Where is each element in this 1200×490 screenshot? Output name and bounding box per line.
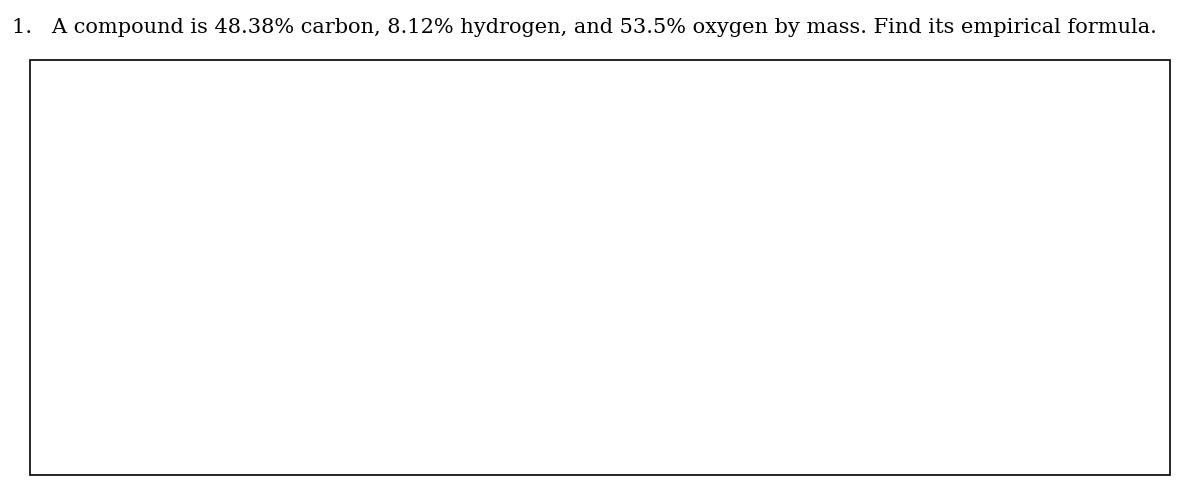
Bar: [30, 60, 1170, 475]
Text: 1.   A compound is 48.38% carbon, 8.12% hydrogen, and 53.5% oxygen by mass. Find: 1. A compound is 48.38% carbon, 8.12% hy…: [12, 18, 1157, 37]
